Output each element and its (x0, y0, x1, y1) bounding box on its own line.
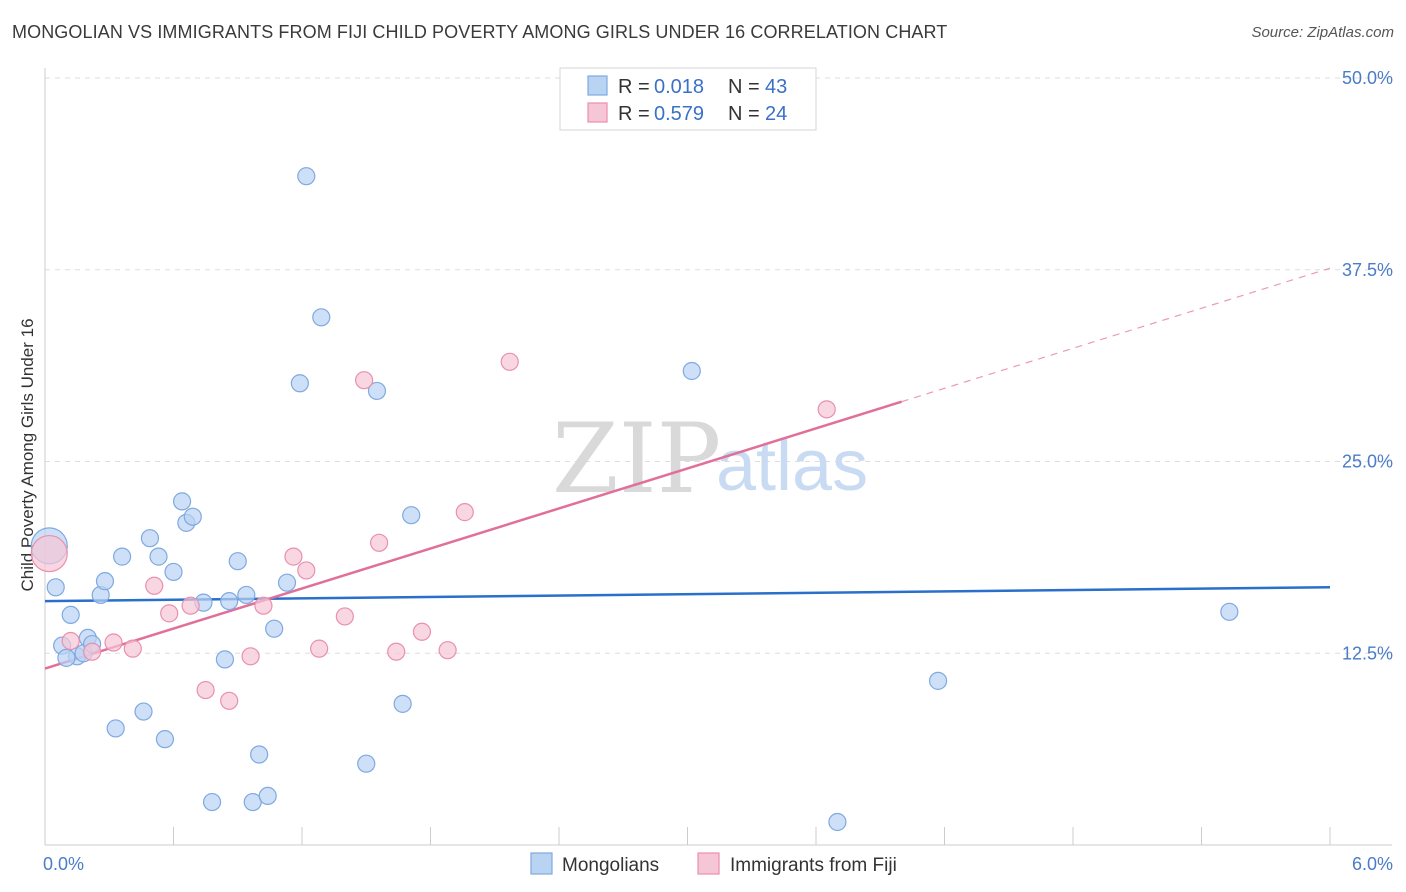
point-fiji-2 (83, 642, 102, 661)
stats-legend-swatch-mongolians (587, 75, 608, 96)
point-fiji-20 (438, 641, 457, 660)
point-mongolians-31 (290, 374, 309, 393)
trend-line-fiji (44, 400, 903, 670)
point-fiji-14 (310, 639, 329, 658)
point-fiji-17 (370, 533, 389, 552)
point-fiji-19 (412, 622, 432, 641)
stats-legend: R = 0.018 N = 43 R = 0.579 N = 24 (559, 67, 817, 131)
point-mongolians-11 (112, 547, 132, 566)
point-mongolians-35 (367, 381, 387, 401)
stats-legend-n-value-2: 24 (765, 103, 787, 125)
point-mongolians-13 (140, 529, 160, 548)
point-fiji-1 (61, 631, 80, 651)
point-mongolians-23 (220, 591, 239, 611)
point-mongolians-41 (1220, 602, 1239, 621)
point-mongolians-10 (106, 719, 125, 738)
point-fiji-7 (181, 596, 200, 615)
point-fiji-12 (284, 547, 303, 566)
chart-source: Source: ZipAtlas.com (1251, 24, 1394, 41)
point-fiji-21 (455, 503, 474, 522)
point-mongolians-17 (172, 492, 192, 511)
point-mongolians-21 (202, 792, 222, 812)
point-mongolians-38 (682, 361, 701, 381)
point-mongolians-32 (297, 167, 316, 186)
chart-title: MONGOLIAN VS IMMIGRANTS FROM FIJI CHILD … (12, 22, 948, 42)
point-mongolians-24 (228, 552, 247, 571)
stats-legend-r-label-1: R = (618, 76, 650, 98)
point-mongolians-1 (46, 578, 65, 597)
y-tick-label-2: 37.5% (1342, 260, 1393, 280)
bottom-legend: Mongolians Immigrants from Fiji (530, 852, 897, 876)
point-mongolians-19 (183, 507, 202, 526)
point-mongolians-25 (237, 585, 256, 605)
watermark-zip: ZIP (552, 403, 721, 515)
data-points (30, 167, 1239, 832)
gridlines (45, 77, 1392, 654)
point-mongolians-36 (393, 694, 412, 713)
point-mongolians-16 (164, 562, 183, 582)
point-mongolians-30 (277, 573, 297, 592)
point-mongolians-14 (149, 547, 168, 566)
point-fiji-3 (104, 633, 123, 652)
legend-swatch-fiji (697, 852, 720, 875)
point-fiji-8 (196, 680, 215, 700)
y-tick-label-0: 12.5% (1342, 643, 1393, 663)
point-fiji-9 (220, 691, 239, 710)
point-mongolians-42 (57, 648, 76, 667)
point-fiji-18 (387, 642, 406, 661)
point-fiji-13 (297, 561, 316, 580)
point-fiji-0 (30, 534, 68, 573)
x-tick-label-max: 6.0% (1352, 854, 1393, 874)
legend-label-fiji: Immigrants from Fiji (730, 855, 897, 876)
y-tick-label-1: 25.0% (1342, 452, 1393, 472)
axes (44, 68, 1392, 846)
point-fiji-6 (160, 604, 179, 623)
point-fiji-23 (817, 400, 836, 419)
point-mongolians-34 (357, 754, 376, 773)
stats-legend-n-value-1: 43 (765, 76, 787, 98)
point-mongolians-29 (265, 619, 284, 638)
stats-legend-n-label-2: N = (728, 103, 760, 125)
stats-legend-swatch-fiji (587, 102, 608, 123)
point-mongolians-9 (95, 572, 115, 591)
point-mongolians-39 (828, 812, 847, 832)
point-mongolians-22 (215, 650, 234, 669)
point-mongolians-12 (134, 702, 153, 721)
stats-legend-r-label-2: R = (618, 103, 650, 125)
stats-legend-r-value-2: 0.579 (654, 103, 704, 125)
legend-label-mongolians: Mongolians (562, 855, 659, 876)
watermark-atlas: atlas (716, 426, 868, 506)
legend-swatch-mongolians (530, 852, 553, 875)
point-fiji-22 (500, 352, 519, 371)
trend-line-fiji-extension (901, 267, 1331, 403)
point-fiji-4 (123, 639, 142, 658)
point-mongolians-2 (61, 605, 80, 625)
point-mongolians-33 (312, 308, 331, 327)
point-mongolians-37 (402, 506, 421, 525)
point-fiji-5 (145, 576, 164, 595)
point-fiji-10 (241, 647, 260, 666)
watermark: ZIP atlas (552, 403, 868, 515)
point-mongolians-15 (155, 730, 175, 749)
point-mongolians-27 (250, 745, 269, 764)
point-mongolians-40 (928, 671, 948, 690)
stats-legend-n-label-1: N = (728, 76, 760, 98)
stats-legend-r-value-1: 0.018 (654, 76, 704, 98)
y-tick-label-3: 50.0% (1342, 68, 1393, 88)
x-tick-label-min: 0.0% (43, 854, 84, 874)
point-fiji-15 (335, 607, 354, 626)
point-mongolians-28 (258, 786, 277, 806)
point-fiji-16 (355, 371, 374, 390)
tick-labels: 12.5% 25.0% 37.5% 50.0% 0.0% 6.0% (43, 68, 1393, 874)
trend-lines (44, 267, 1331, 670)
point-fiji-11 (254, 596, 273, 615)
